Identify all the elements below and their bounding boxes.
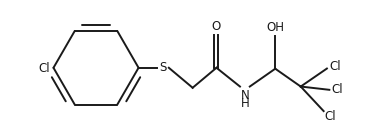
Text: Cl: Cl (324, 110, 336, 123)
Text: N: N (241, 89, 249, 102)
Text: H: H (241, 97, 249, 110)
Text: OH: OH (266, 21, 284, 34)
Text: O: O (212, 20, 221, 33)
Text: Cl: Cl (39, 62, 50, 75)
Text: S: S (160, 61, 167, 74)
Text: Cl: Cl (332, 83, 343, 96)
Text: Cl: Cl (329, 60, 341, 73)
